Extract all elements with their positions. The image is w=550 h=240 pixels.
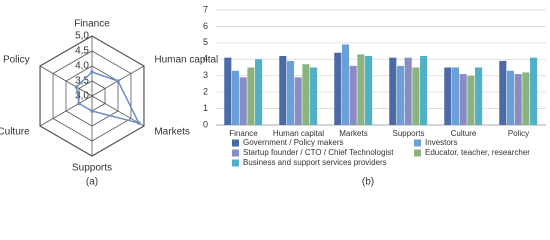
bar: [247, 67, 255, 125]
bar: [279, 56, 287, 125]
bar: [459, 74, 467, 125]
radar-point: [90, 70, 94, 74]
legend-label: Business and support services providers: [243, 158, 387, 167]
axis-spoke: [39, 65, 93, 97]
radar-point: [136, 121, 141, 125]
bar: [224, 57, 232, 126]
y-tick-label: 7: [203, 4, 208, 14]
legend-swatch: [414, 149, 421, 157]
bar: [396, 65, 405, 125]
axis-label: Markets: [154, 127, 190, 138]
bar: [475, 67, 483, 125]
bar: [530, 57, 538, 126]
axis-spoke: [39, 95, 93, 127]
legend-label: Startup founder / CTO / Chief Technologi…: [243, 148, 394, 157]
bar: [420, 56, 428, 125]
legend-swatch: [232, 159, 239, 167]
bar: [286, 60, 295, 125]
r-tick-label: 3,0: [75, 91, 89, 102]
bar: [334, 52, 342, 125]
legend-swatch: [232, 149, 239, 157]
caption: (a): [86, 177, 98, 188]
y-tick-label: 1: [203, 103, 208, 113]
bar: [239, 77, 247, 125]
r-tick-label: 5,0: [75, 31, 89, 42]
y-tick-label: 0: [203, 119, 208, 129]
bar: [506, 70, 515, 125]
bar: [294, 77, 302, 125]
r-tick-label: 4,5: [75, 46, 89, 57]
x-tick-label: Culture: [451, 129, 477, 138]
axis-label: Policy: [3, 55, 30, 66]
bar: [404, 57, 412, 126]
bar: [444, 67, 452, 125]
r-tick-label: 4,0: [75, 61, 89, 72]
x-tick-label: Policy: [508, 129, 529, 138]
bar: [467, 75, 475, 125]
legend-swatch: [414, 139, 421, 147]
bar: [302, 64, 310, 125]
radar-point: [77, 101, 81, 106]
bar: [514, 74, 522, 125]
y-tick-label: 5: [203, 37, 208, 47]
legend-label: Investors: [425, 138, 457, 147]
radar-point: [116, 79, 120, 83]
bar: [451, 67, 460, 125]
axis-label: Finance: [74, 19, 110, 30]
y-tick-label: 6: [203, 21, 208, 31]
bar: [349, 65, 357, 125]
radar-point: [74, 85, 79, 89]
bar: [255, 59, 263, 125]
legend-label: Government / Policy makers: [243, 138, 343, 147]
y-tick-label: 2: [203, 87, 208, 97]
bar: [341, 44, 350, 125]
y-tick-label: 4: [203, 54, 208, 64]
y-tick-label: 3: [203, 70, 208, 80]
legend-label: Educator, teacher, researcher: [425, 148, 530, 157]
bar: [365, 56, 373, 125]
bar: [389, 57, 397, 126]
axis-label: Supports: [72, 163, 112, 174]
bar: [412, 67, 420, 125]
bar: [522, 72, 530, 125]
x-tick-label: Human capital: [273, 129, 324, 138]
bar: [357, 54, 365, 125]
axis-spoke: [91, 95, 145, 127]
x-tick-label: Supports: [392, 129, 424, 138]
axis-label: Culture: [0, 127, 30, 138]
caption: (b): [362, 177, 374, 188]
axis-label: Human capital: [154, 55, 218, 66]
bar: [499, 60, 507, 125]
radar-point: [90, 109, 94, 113]
x-tick-label: Markets: [339, 129, 367, 138]
x-tick-label: Finance: [229, 129, 258, 138]
bar: [310, 67, 318, 125]
bar: [231, 70, 240, 125]
legend-swatch: [232, 139, 239, 147]
